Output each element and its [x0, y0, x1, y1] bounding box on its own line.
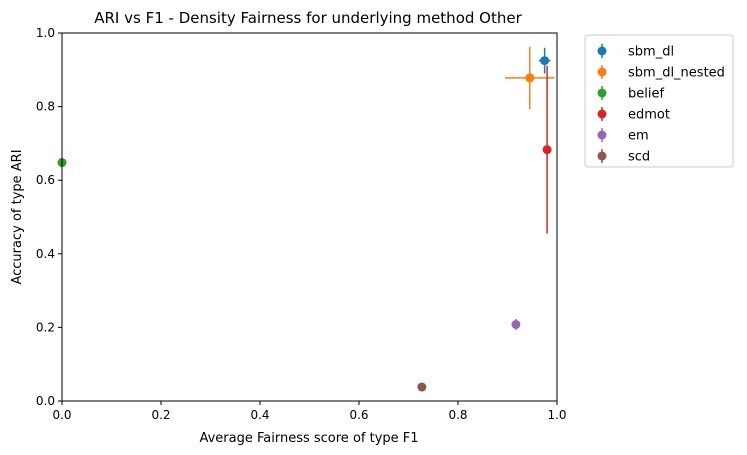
x-tick-label: 0.2: [151, 408, 170, 422]
legend-label: sbm_dl_nested: [628, 66, 725, 81]
legend-marker-icon: [597, 151, 607, 161]
series-em: [511, 318, 521, 330]
x-tick-label: 0.4: [250, 408, 269, 422]
x-tick-label: 0.8: [448, 408, 467, 422]
series-sbm-dl: [538, 47, 551, 74]
legend-item-em: em: [597, 128, 649, 144]
legend-item-sbm-dl: sbm_dl: [597, 44, 674, 60]
data-point: [540, 56, 550, 66]
data-point: [525, 73, 535, 83]
data-point: [542, 145, 552, 155]
y-tick-label: 0.4: [36, 247, 55, 261]
plot-frame: [61, 32, 558, 402]
legend-marker-icon: [597, 109, 607, 119]
y-tick-label: 0.8: [36, 100, 55, 114]
legend-label: scd: [628, 150, 650, 165]
y-axis: 0.0 0.2 0.4 0.6 0.8 1.0: [36, 26, 62, 408]
data-point: [417, 382, 427, 392]
x-axis: 0.0 0.2 0.4 0.6 0.8 1.0: [52, 401, 567, 422]
y-tick-label: 0.0: [36, 394, 55, 408]
x-tick-label: 0.0: [52, 408, 71, 422]
legend-label: em: [628, 129, 649, 144]
series-sbm-dl-nested: [505, 46, 555, 110]
plot-area: [57, 46, 555, 392]
series-edmot: [542, 65, 552, 234]
data-point: [511, 319, 521, 329]
legend-frame: [584, 34, 734, 168]
y-axis-label: Accuracy of type ARI: [10, 149, 25, 284]
x-tick-label: 0.6: [349, 408, 368, 422]
x-axis-label: Average Fairness score of type F1: [199, 431, 418, 446]
legend-marker-icon: [597, 88, 607, 98]
y-tick-label: 1.0: [36, 26, 55, 40]
legend-item-scd: scd: [597, 149, 650, 165]
legend-marker-icon: [597, 46, 607, 56]
y-tick-label: 0.6: [36, 173, 55, 187]
series-scd: [417, 382, 427, 392]
legend-item-edmot: edmot: [597, 107, 670, 123]
chart-title: ARI vs F1 - Density Fairness for underly…: [94, 9, 522, 27]
legend-item-belief: belief: [597, 86, 664, 102]
legend-marker-icon: [597, 67, 607, 77]
legend-marker-icon: [597, 130, 607, 140]
legend-label: sbm_dl: [628, 45, 674, 60]
legend-item-sbm-dl-nested: sbm_dl_nested: [597, 65, 725, 81]
y-tick-label: 0.2: [36, 320, 55, 334]
x-tick-label: 1.0: [547, 408, 566, 422]
legend-label: belief: [628, 87, 664, 102]
legend-label: edmot: [628, 108, 670, 123]
